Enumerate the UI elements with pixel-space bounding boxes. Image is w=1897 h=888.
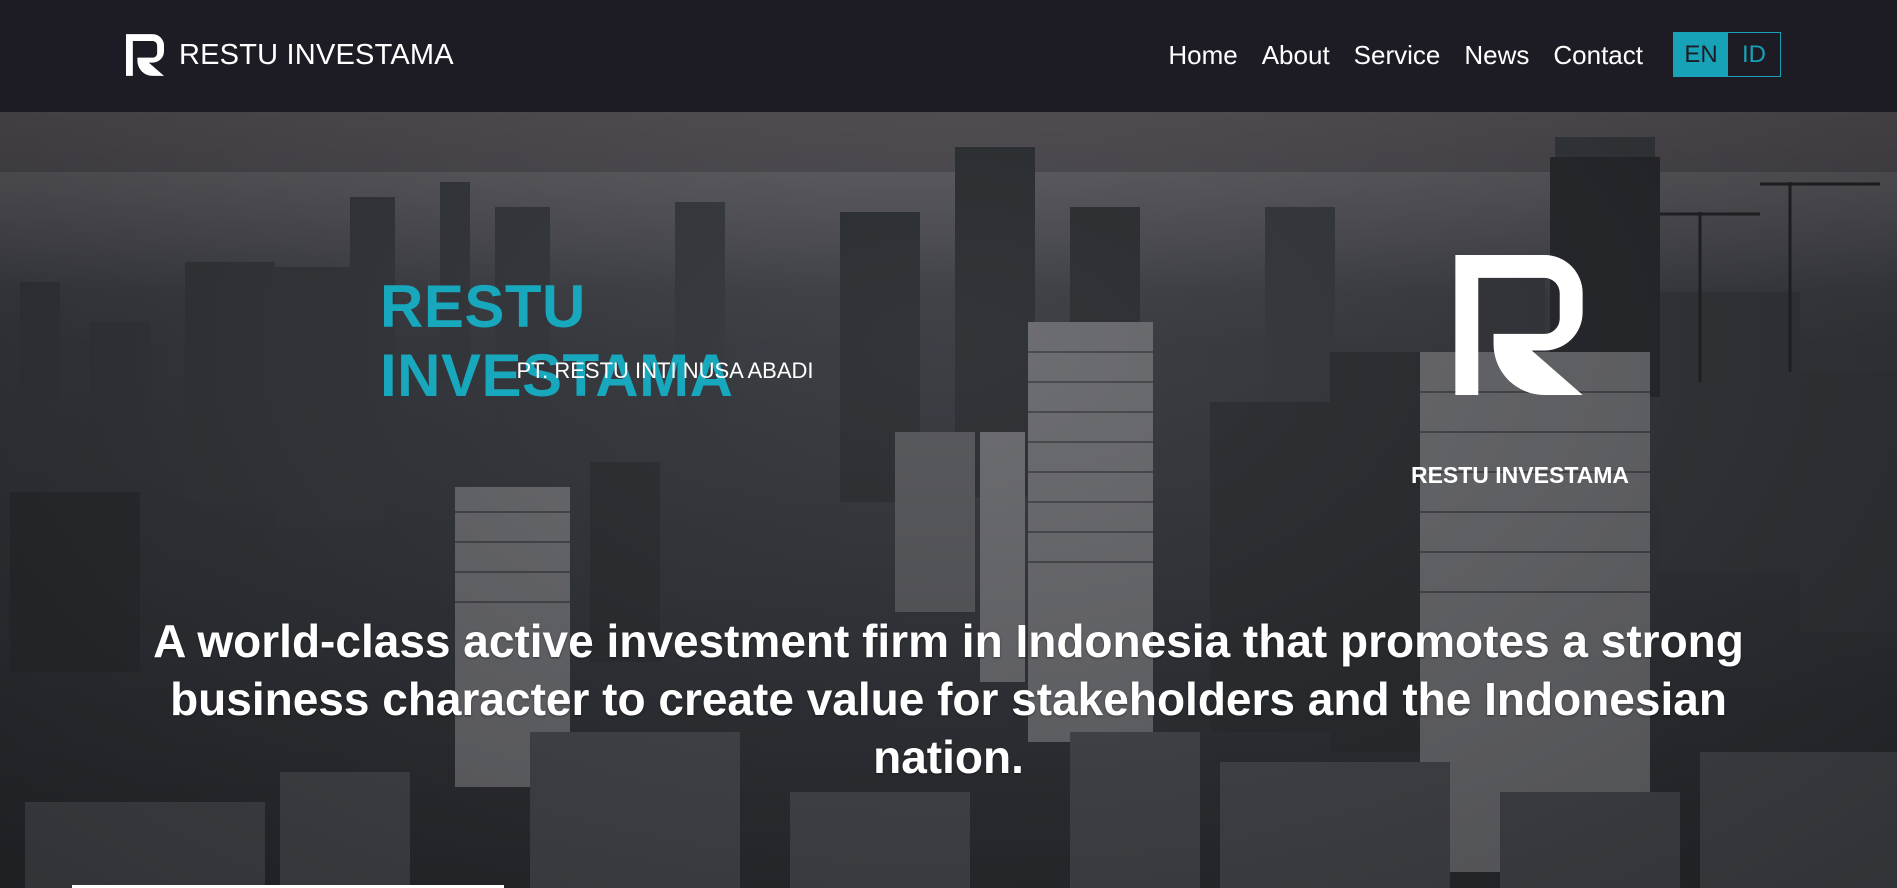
hero-overlay bbox=[0, 112, 1897, 888]
r-logo-icon bbox=[126, 34, 164, 76]
hero-tagline: A world-class active investment firm in … bbox=[153, 615, 1744, 783]
nav-link-service[interactable]: Service bbox=[1353, 39, 1441, 70]
nav-link-news[interactable]: News bbox=[1464, 39, 1530, 70]
hero-logo-label: RESTU INVESTAMA bbox=[1410, 462, 1630, 488]
city-skyline-background bbox=[0, 112, 1897, 888]
lang-button-en[interactable]: EN bbox=[1674, 33, 1728, 76]
navbar: RESTU INVESTAMA Home About Service News … bbox=[0, 0, 1897, 112]
brand-name: RESTU INVESTAMA bbox=[179, 38, 454, 71]
language-switcher: EN ID bbox=[1673, 32, 1781, 77]
hero-subtitle: PT. RESTU INTI NUSA ABADI bbox=[516, 358, 814, 383]
brand-link[interactable]: RESTU INVESTAMA bbox=[126, 34, 454, 76]
lang-button-id[interactable]: ID bbox=[1728, 33, 1780, 76]
hero-section: RESTU INVESTAMA PT. RESTU INTI NUSA ABAD… bbox=[0, 112, 1897, 888]
main-nav: Home About Service News Contact bbox=[1168, 32, 1643, 78]
nav-link-home[interactable]: Home bbox=[1168, 39, 1238, 70]
r-logo-icon bbox=[1455, 255, 1583, 395]
scroll-indicator bbox=[72, 885, 504, 888]
hero-title: RESTU INVESTAMA bbox=[380, 273, 734, 409]
nav-link-contact[interactable]: Contact bbox=[1553, 39, 1643, 70]
nav-link-about[interactable]: About bbox=[1261, 39, 1330, 70]
